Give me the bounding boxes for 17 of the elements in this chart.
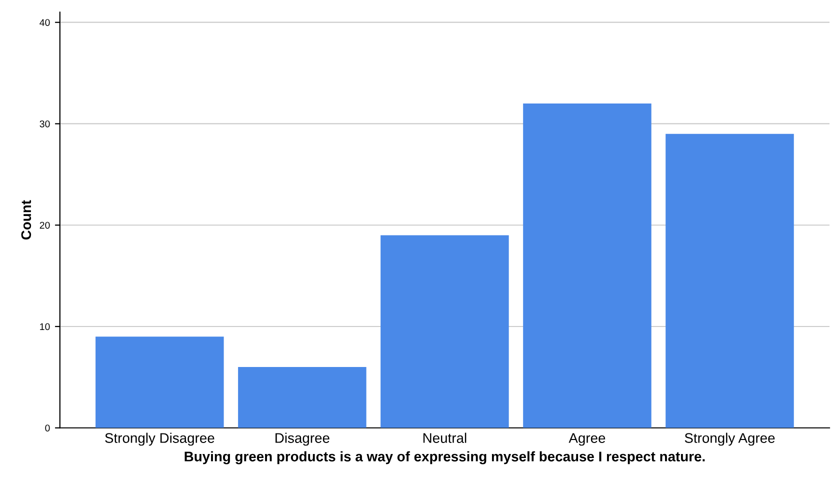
x-tick-label: Strongly Agree <box>684 432 775 446</box>
y-tick-label: 0 <box>45 424 50 432</box>
x-tick-label: Agree <box>568 433 606 446</box>
y-axis-title: Count <box>21 200 32 240</box>
y-tick-label: 20 <box>40 222 50 229</box>
bar <box>238 367 366 428</box>
y-tick-label: 10 <box>40 323 50 330</box>
x-tick-label: Disagree <box>276 432 330 446</box>
bar <box>96 336 224 428</box>
bar <box>666 134 794 428</box>
bar <box>523 103 652 428</box>
y-tick-label: 40 <box>40 19 50 26</box>
x-axis-title: Buying green products is a way of expressing myself because I respect nature. <box>184 451 705 464</box>
x-tick-label: Neutral <box>423 432 466 443</box>
x-tick-label: Strongly Disagree <box>105 432 214 446</box>
y-tick-label: 30 <box>40 120 50 128</box>
bar <box>380 235 509 428</box>
